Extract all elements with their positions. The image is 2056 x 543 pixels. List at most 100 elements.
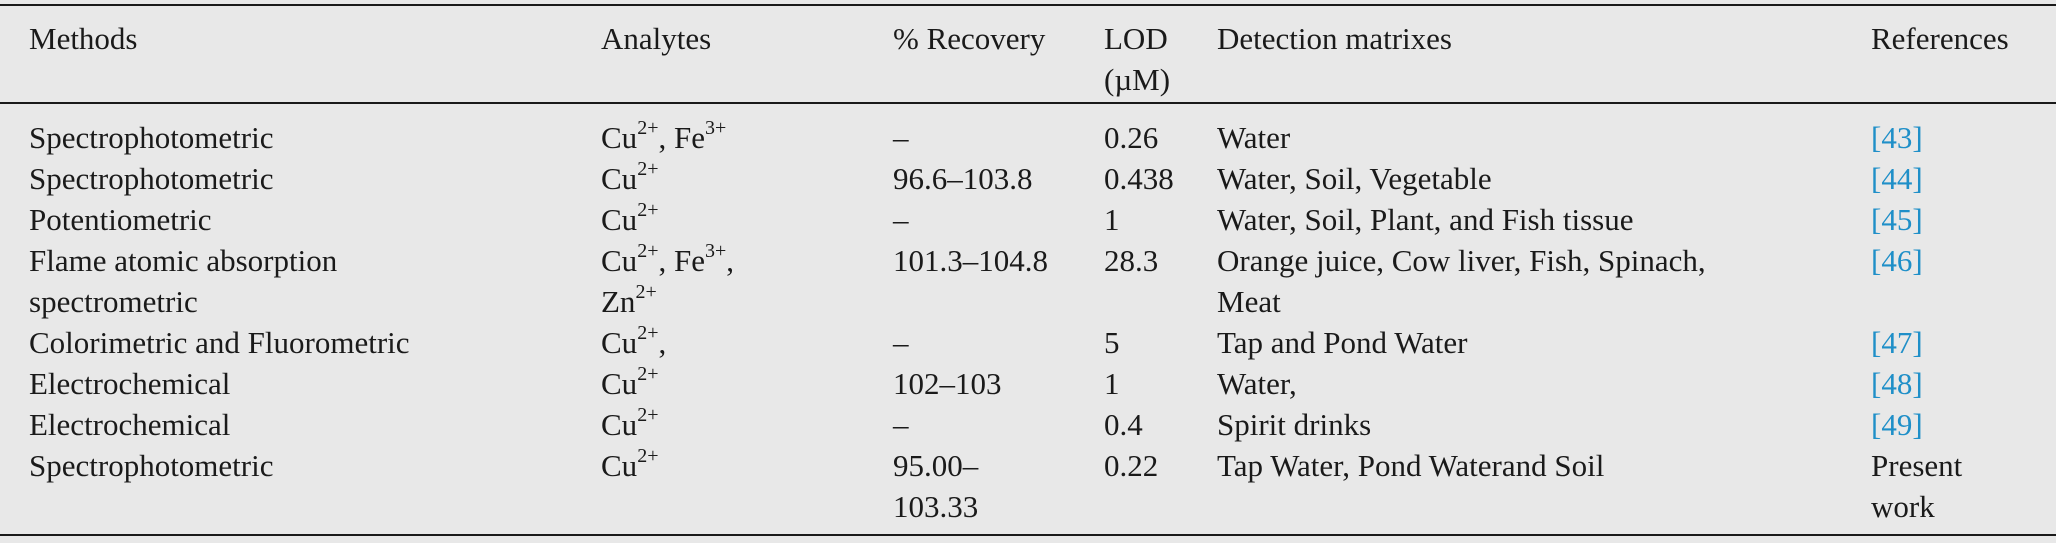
cell-lod-line: 0.438 (1104, 161, 1174, 196)
cell-lod: 28.3 (1104, 240, 1158, 281)
cell-reference: Present work (1871, 445, 1962, 527)
cell-method: Flame atomic absorption spectrometric (29, 240, 337, 322)
cell-analytes-line: Cu2+, Fe3+ (601, 116, 727, 155)
header-recovery: % Recovery (893, 21, 1046, 56)
cell-method: Colorimetric and Fluorometric (29, 322, 410, 363)
comparison-table: Methods Analytes % Recovery LOD (µM) Det… (0, 4, 2056, 536)
cell-lod-line: 1 (1104, 366, 1120, 401)
cell-analytes-line: Cu2+, (601, 321, 667, 360)
cell-analytes-line: Cu2+ (601, 444, 659, 483)
header-detection-matrixes: Detection matrixes (1217, 21, 1452, 56)
cell-lod-line: 0.22 (1104, 448, 1159, 483)
cell-method-line: Spectrophotometric (29, 448, 274, 483)
cell-method: Electrochemical (29, 363, 230, 404)
cell-reference[interactable]: [43] (1871, 117, 1923, 158)
cell-detection-matrix-line: Water, Soil, Plant, and Fish tissue (1217, 202, 1634, 237)
cell-method-line: Potentiometric (29, 202, 212, 237)
cell-analytes-line: Cu2+ (601, 403, 659, 442)
cell-reference-line[interactable]: [46] (1871, 243, 1923, 278)
cell-reference-line[interactable]: [43] (1871, 120, 1923, 155)
charge-superscript: 3+ (704, 239, 727, 262)
cell-reference-line: Present (1871, 448, 1963, 483)
cell-analytes: Cu2+ (601, 404, 658, 445)
header-references: References (1871, 21, 2009, 56)
cell-lod: 1 (1104, 199, 1120, 240)
cell-detection-matrix: Water (1217, 117, 1290, 158)
cell-detection-matrix: Tap and Pond Water (1217, 322, 1467, 363)
cell-method: Electrochemical (29, 404, 230, 445)
charge-superscript: 2+ (637, 403, 659, 426)
cell-detection-matrix: Spirit drinks (1217, 404, 1371, 445)
charge-superscript: 2+ (637, 239, 659, 262)
cell-reference-line: work (1871, 489, 1935, 524)
cell-detection-matrix-line: Water, Soil, Vegetable (1217, 161, 1492, 196)
cell-recovery-line: 96.6–103.8 (893, 161, 1033, 196)
header-methods: Methods (29, 21, 138, 56)
cell-method-line: Electrochemical (29, 366, 231, 401)
cell-detection-matrix-line: Tap Water, Pond Waterand Soil (1217, 448, 1605, 483)
cell-detection-matrix-line: Meat (1217, 284, 1281, 319)
cell-analytes: Cu2+, (601, 322, 666, 363)
cell-recovery-line: – (893, 325, 909, 360)
cell-reference-line[interactable]: [48] (1871, 366, 1923, 401)
cell-method: Spectrophotometric (29, 117, 274, 158)
table-bottom-rule (0, 534, 2056, 536)
cell-detection-matrix: Orange juice, Cow liver, Fish, Spinach, M… (1217, 240, 1706, 322)
cell-method-line: Colorimetric and Fluorometric (29, 325, 410, 360)
cell-analytes-line: Zn2+ (601, 280, 657, 319)
cell-recovery: – (893, 117, 909, 158)
charge-superscript: 2+ (637, 444, 659, 467)
cell-lod: 5 (1104, 322, 1120, 363)
cell-reference-line[interactable]: [45] (1871, 202, 1923, 237)
cell-recovery: 96.6–103.8 (893, 158, 1033, 199)
header-rule (0, 102, 2056, 104)
cell-method-line: Electrochemical (29, 407, 231, 442)
cell-method: Spectrophotometric (29, 445, 274, 486)
cell-reference[interactable]: [44] (1871, 158, 1923, 199)
cell-detection-matrix-line: Water (1217, 120, 1291, 155)
cell-reference-line[interactable]: [49] (1871, 407, 1923, 442)
cell-detection-matrix-line: Water, (1217, 366, 1297, 401)
header-lod-line1: LOD (1104, 21, 1168, 56)
cell-analytes: Cu2+ (601, 199, 658, 240)
cell-recovery: 101.3–104.8 (893, 240, 1048, 281)
cell-detection-matrix: Water, Soil, Vegetable (1217, 158, 1492, 199)
charge-superscript: 2+ (637, 116, 659, 139)
cell-recovery-line: 102–103 (893, 366, 1002, 401)
charge-superscript: 2+ (637, 362, 659, 385)
cell-lod: 1 (1104, 363, 1120, 404)
table-top-rule (0, 4, 2056, 6)
charge-superscript: 2+ (637, 321, 659, 344)
cell-detection-matrix: Water, Soil, Plant, and Fish tissue (1217, 199, 1633, 240)
cell-analytes: Cu2+, Fe3+ (601, 117, 726, 158)
cell-method-line: Spectrophotometric (29, 161, 274, 196)
cell-lod-line: 28.3 (1104, 243, 1159, 278)
cell-reference[interactable]: [47] (1871, 322, 1923, 363)
cell-reference[interactable]: [48] (1871, 363, 1923, 404)
cell-analytes: Cu2+ (601, 445, 658, 486)
cell-detection-matrix-line: Orange juice, Cow liver, Fish, Spinach, (1217, 243, 1706, 278)
cell-recovery-line: 95.00– (893, 448, 979, 483)
charge-superscript: 2+ (637, 198, 659, 221)
header-lod-line2: (µM) (1104, 62, 1171, 97)
cell-recovery: 102–103 (893, 363, 1002, 404)
cell-analytes-line: Cu2+, Fe3+, (601, 239, 734, 278)
header-analytes: Analytes (601, 21, 712, 56)
cell-lod-line: 1 (1104, 202, 1120, 237)
cell-recovery-line: – (893, 120, 909, 155)
charge-superscript: 2+ (637, 157, 659, 180)
cell-analytes-line: Cu2+ (601, 198, 659, 237)
cell-reference-line[interactable]: [44] (1871, 161, 1923, 196)
cell-method: Spectrophotometric (29, 158, 274, 199)
cell-analytes-line: Cu2+ (601, 362, 659, 401)
cell-analytes: Cu2+, Fe3+, Zn2+ (601, 240, 734, 322)
cell-method-line: Spectrophotometric (29, 120, 274, 155)
cell-reference[interactable]: [45] (1871, 199, 1923, 240)
cell-reference[interactable]: [49] (1871, 404, 1923, 445)
cell-reference[interactable]: [46] (1871, 240, 1923, 281)
cell-detection-matrix-line: Spirit drinks (1217, 407, 1372, 442)
cell-recovery-line: 103.33 (893, 489, 979, 524)
cell-reference-line[interactable]: [47] (1871, 325, 1923, 360)
cell-recovery: – (893, 322, 909, 363)
cell-lod-line: 0.4 (1104, 407, 1143, 442)
